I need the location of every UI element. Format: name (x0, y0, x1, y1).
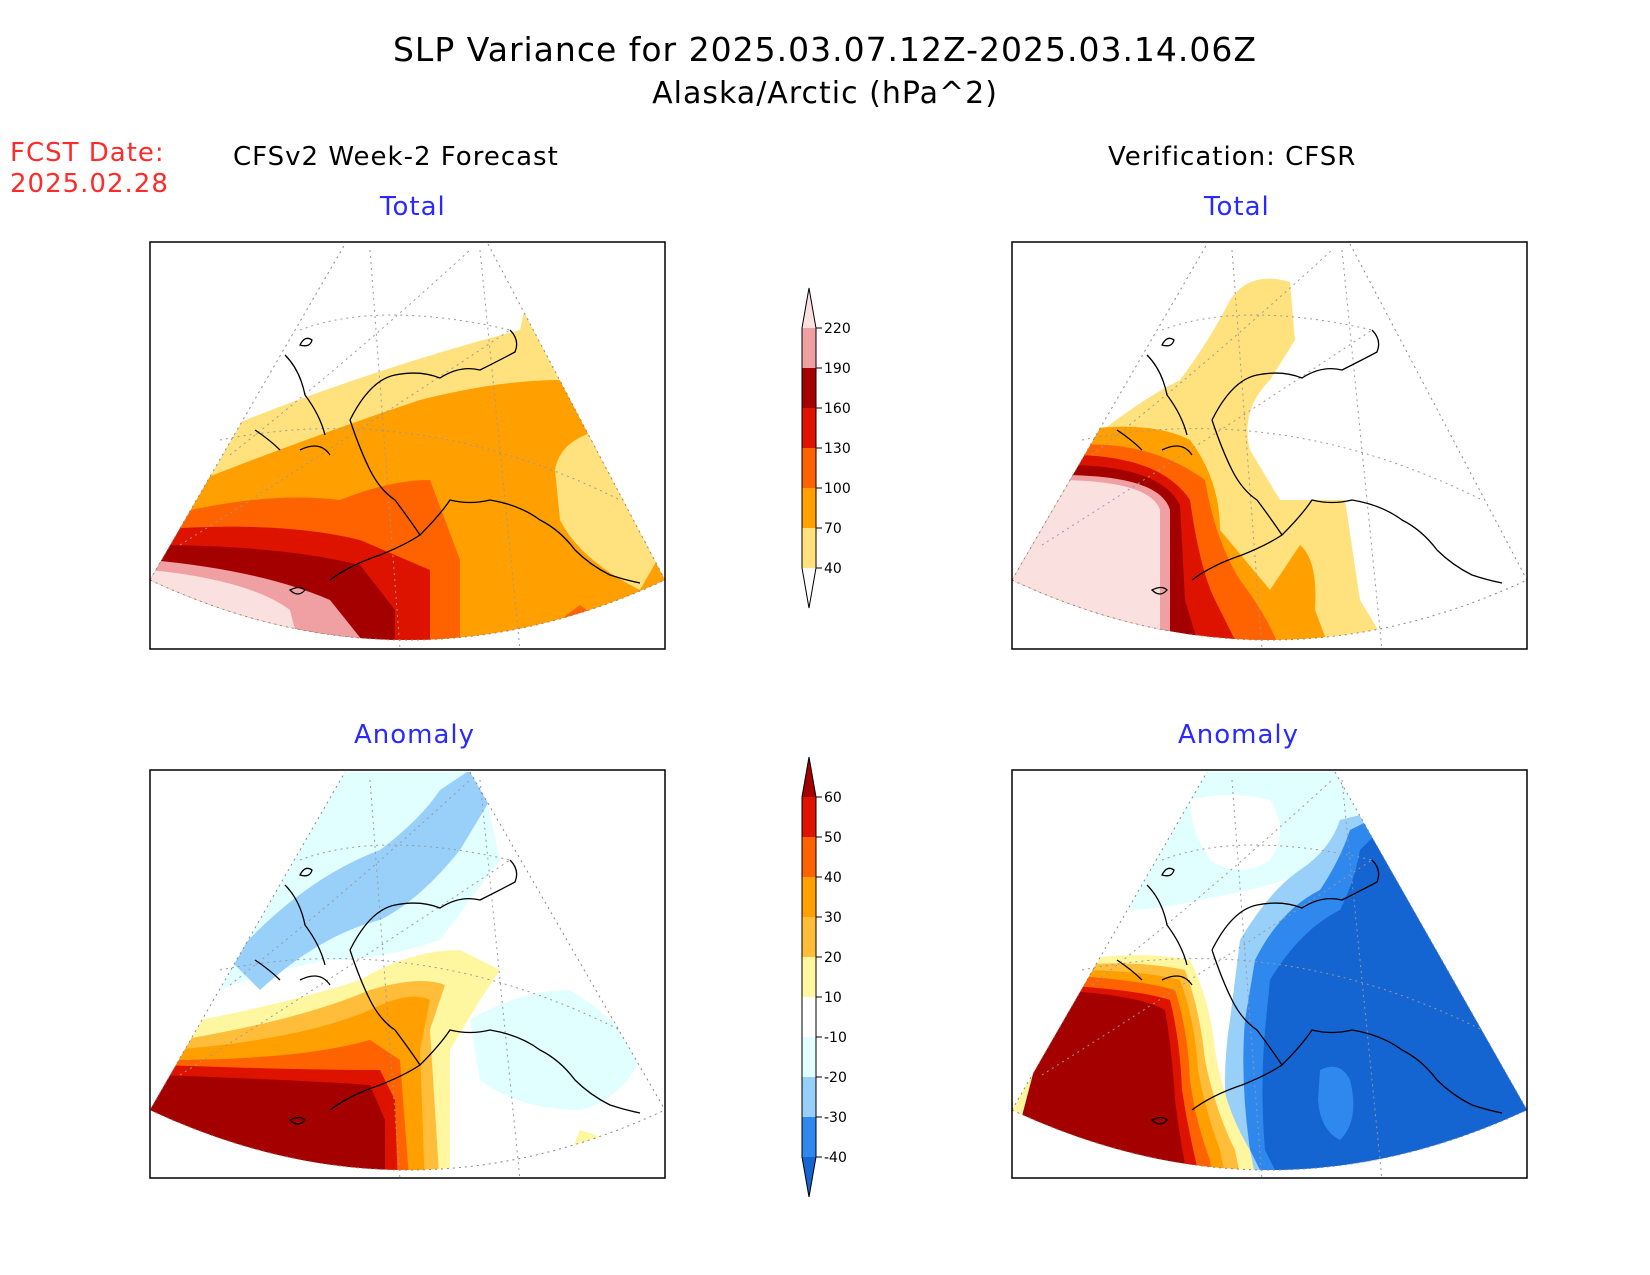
anomaly-colorbar-tick-label: 10 (824, 990, 842, 1006)
verification-total-coastline (1116, 329, 1503, 595)
verification-total-panel (1012, 243, 1527, 649)
total-colorbar-segment (802, 488, 816, 528)
forecast-total-gridlines (179, 249, 621, 649)
anomaly-colorbar-tick-label: 40 (824, 870, 842, 886)
total-colorbar: 220 190 160 130 100 70 40 (801, 287, 851, 609)
verification-anomaly-gridlines (1041, 779, 1483, 1178)
total-colorbar-segment (802, 448, 816, 488)
forecast-total-frame (149, 241, 666, 650)
anomaly-colorbar-bottom-cap (802, 1157, 816, 1197)
forecast-anomaly-coastline (254, 859, 641, 1125)
anomaly-colorbar-segment (802, 917, 816, 957)
anomaly-colorbar-segment (802, 1077, 816, 1117)
total-colorbar-segment (802, 408, 816, 448)
anomaly-colorbar-tick-label: -30 (824, 1110, 847, 1126)
forecast-column-title: CFSv2 Week-2 Forecast (233, 142, 559, 172)
anomaly-colorbar-top-cap (802, 757, 816, 797)
total-colorbar-top-cap (802, 288, 816, 328)
anomaly-colorbar-tick-label: 50 (824, 830, 842, 846)
anomaly-colorbar-segment (802, 1037, 816, 1077)
forecast-anomaly-frame (149, 769, 666, 1179)
main-title: SLP Variance for 2025.03.07.12Z-2025.03.… (392, 30, 1258, 69)
verification-anomaly-title: Anomaly (1178, 720, 1300, 750)
verification-total-title: Total (1204, 192, 1270, 222)
verification-total-field (1012, 278, 1390, 640)
forecast-total-panel (150, 243, 665, 649)
anomaly-colorbar-segment (802, 997, 816, 1037)
forecast-anomaly-panel (150, 771, 665, 1178)
forecast-anomaly-gridlines (179, 779, 621, 1178)
anomaly-colorbar-segment (802, 1117, 816, 1157)
verification-anomaly-coastline (1116, 859, 1503, 1125)
total-colorbar-bottom-cap (802, 568, 816, 608)
forecast-total-title: Total (380, 192, 446, 222)
fcst-date-value: 2025.02.28 (10, 169, 169, 199)
anomaly-colorbar: 60 50 40 30 20 10 -10 -20 -30 -40 (801, 756, 847, 1198)
forecast-total-coastline (254, 329, 641, 595)
total-colorbar-tick-label: 40 (824, 561, 842, 577)
total-colorbar-tick-label: 130 (824, 441, 851, 457)
anomaly-colorbar-tick-label: -20 (824, 1070, 847, 1086)
verification-total-gridlines (1041, 249, 1483, 649)
total-colorbar-tick-label: 220 (824, 321, 851, 337)
anomaly-colorbar-tick-label: 30 (824, 910, 842, 926)
anomaly-colorbar-tick-label: -10 (824, 1030, 847, 1046)
anomaly-colorbar-segment (802, 797, 816, 837)
forecast-total-field (150, 244, 665, 640)
anomaly-colorbar-tick-label: 60 (824, 790, 842, 806)
total-colorbar-segment (802, 368, 816, 408)
main-subtitle: Alaska/Arctic (hPa^2) (652, 76, 998, 111)
forecast-anomaly-field (150, 772, 640, 1170)
fcst-date-caption: FCST Date: (10, 138, 165, 168)
forecast-anomaly-title: Anomaly (354, 720, 476, 750)
total-colorbar-segment (802, 528, 816, 568)
anomaly-colorbar-segment (802, 837, 816, 877)
verification-anomaly-frame (1011, 769, 1528, 1179)
total-colorbar-tick-label: 100 (824, 481, 851, 497)
total-colorbar-tick-label: 70 (824, 521, 842, 537)
anomaly-colorbar-tick-label: -40 (824, 1150, 847, 1166)
fcst-date-label: FCST Date: 2025.02.28 (10, 138, 169, 200)
verification-column-title: Verification: CFSR (1108, 142, 1357, 172)
verification-total-frame (1011, 241, 1528, 650)
verification-anomaly-panel (1012, 771, 1527, 1178)
total-colorbar-tick-label: 160 (824, 401, 851, 417)
anomaly-colorbar-tick-label: 20 (824, 950, 842, 966)
anomaly-colorbar-segment (802, 957, 816, 997)
total-colorbar-segment (802, 328, 816, 368)
anomaly-colorbar-segment (802, 877, 816, 917)
total-colorbar-tick-label: 190 (824, 361, 851, 377)
